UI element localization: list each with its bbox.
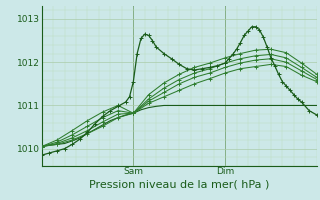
X-axis label: Pression niveau de la mer( hPa ): Pression niveau de la mer( hPa ) bbox=[89, 179, 269, 189]
